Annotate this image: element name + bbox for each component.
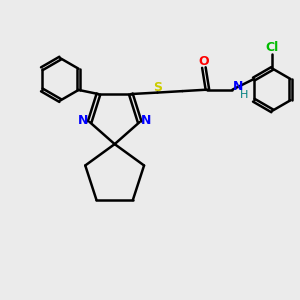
Text: Cl: Cl xyxy=(266,41,279,54)
Text: N: N xyxy=(141,114,152,127)
Text: N: N xyxy=(232,80,243,93)
Text: O: O xyxy=(199,55,209,68)
Text: H: H xyxy=(239,90,248,100)
Text: N: N xyxy=(78,114,88,127)
Text: S: S xyxy=(153,81,162,94)
